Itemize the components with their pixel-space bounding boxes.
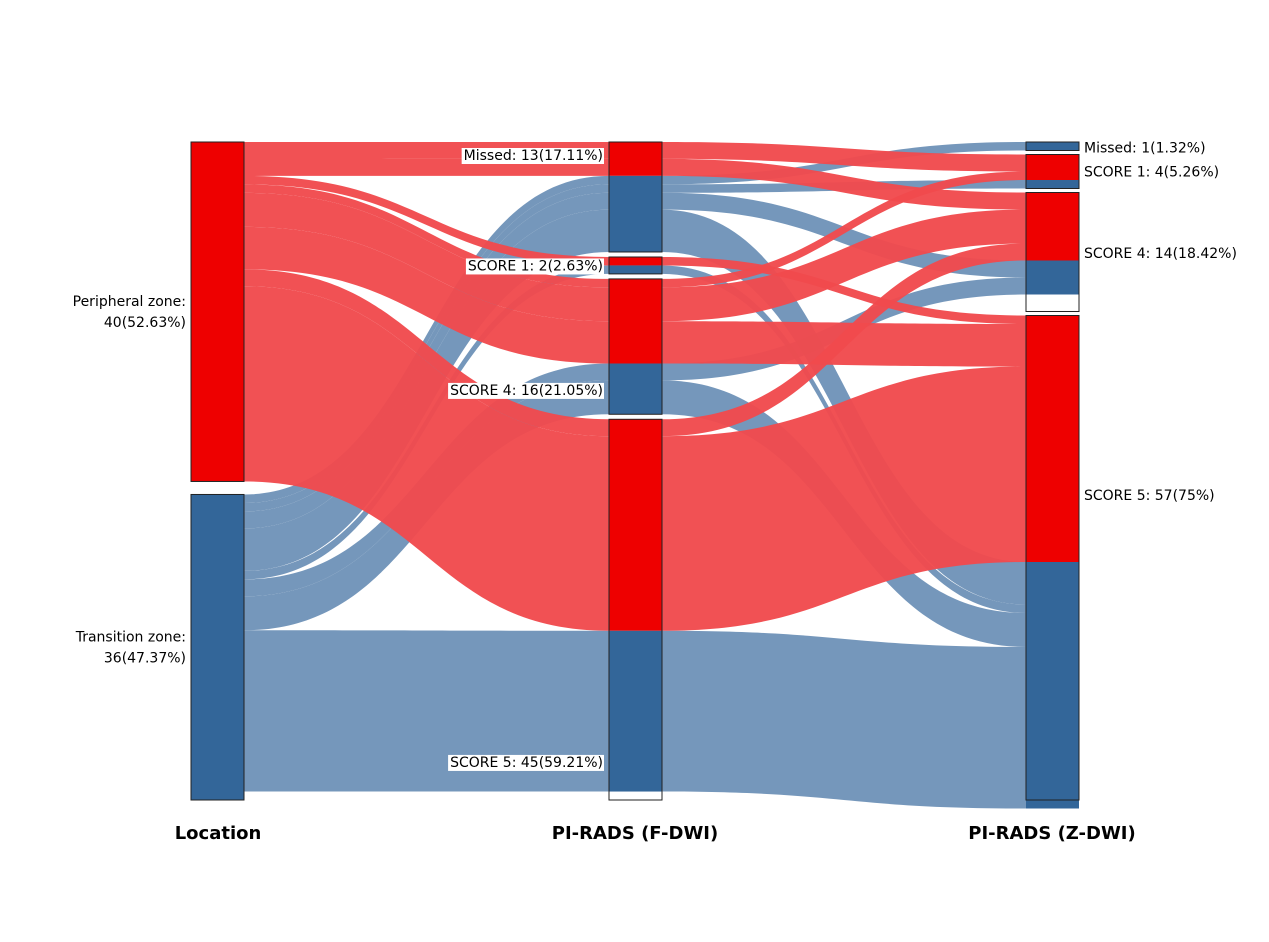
node-label-line: SCORE 4: 14(18.42%) xyxy=(1084,246,1237,262)
flow-f-5-to-z-5-pz xyxy=(662,366,1026,631)
flow-pz-to-f-5-z-5 xyxy=(244,286,609,631)
node-label-z-m: Missed: 1(1.32%) xyxy=(1084,140,1206,156)
node-label-pz: Peripheral zone: 40(52.63%) xyxy=(73,294,186,331)
node-f-m xyxy=(608,141,663,253)
node-border-z-5 xyxy=(1025,315,1080,801)
node-label-f-5: SCORE 5: 45(59.21%) xyxy=(450,755,603,771)
node-label-line: 36(47.37%) xyxy=(104,651,186,667)
node-part-pz-f-5 xyxy=(609,419,662,631)
node-z-1 xyxy=(1025,154,1080,189)
node-label-line: SCORE 5: 57(75%) xyxy=(1084,488,1215,504)
nodes-layer xyxy=(190,141,1080,809)
flow-f-4-to-z-1-pz xyxy=(662,171,1026,288)
flow-f-m-to-z-4-pz xyxy=(662,158,1026,210)
flow-f-4-to-z-4-pz xyxy=(662,209,1026,322)
node-label-z-1: SCORE 1: 4(5.26%) xyxy=(1084,165,1219,181)
node-border-z-m xyxy=(1025,141,1080,151)
flow-pz-to-f-4-z-4 xyxy=(244,192,609,322)
node-z-5 xyxy=(1025,315,1080,809)
flow-f-5-to-z-4-pz xyxy=(662,243,1026,437)
flow-f-m-to-z-4-tz xyxy=(662,192,1026,278)
node-part-tz-z-5 xyxy=(1026,562,1079,809)
node-part-tz-z-m xyxy=(1026,142,1079,151)
flow-tz-to-f-5-z-5 xyxy=(244,630,609,792)
node-part-tz-f-4 xyxy=(609,363,662,415)
node-label-z-5: SCORE 5: 57(75%) xyxy=(1084,488,1215,504)
column-label-pi-rads-f-dwi: PI-RADS (F-DWI) xyxy=(552,823,718,844)
node-label-f-m: Missed: 13(17.11%) xyxy=(464,148,603,164)
node-label-bg-f-4 xyxy=(448,382,604,399)
node-part-tz-f-1 xyxy=(609,265,662,274)
node-f-5 xyxy=(608,418,663,801)
node-label-tz: Transition zone: 36(47.37%) xyxy=(75,630,186,667)
node-part-tz-z-1 xyxy=(1026,180,1079,189)
node-border-z-1 xyxy=(1025,154,1080,189)
flow-pz-to-f-1-z-5 xyxy=(244,175,609,266)
node-border-z-4 xyxy=(1025,192,1080,312)
node-label-line: Missed: 1(1.32%) xyxy=(1084,140,1206,156)
node-label-f-1: SCORE 1: 2(2.63%) xyxy=(468,258,603,274)
node-label-line: Transition zone: xyxy=(75,630,186,646)
flow-f-m-to-z-1-pz xyxy=(662,142,1026,172)
flow-pz-to-f-5-z-4 xyxy=(244,269,609,437)
node-label-line: SCORE 1: 4(5.26%) xyxy=(1084,165,1219,181)
node-z-m xyxy=(1025,141,1080,151)
node-label-bg-f-1 xyxy=(465,258,604,275)
flow-f-5-to-z-5-tz xyxy=(662,630,1026,809)
node-label-bg-f-5 xyxy=(448,754,604,771)
node-part-pz-z-5 xyxy=(1026,315,1079,562)
node-border-f-5 xyxy=(608,418,663,801)
node-label-line: Missed: 13(17.11%) xyxy=(464,148,603,164)
node-label-line: Peripheral zone: xyxy=(73,294,186,310)
node-part-pz-z-1 xyxy=(1026,154,1079,180)
node-label-line: SCORE 1: 2(2.63%) xyxy=(468,258,603,274)
node-bar-tz xyxy=(190,493,245,801)
node-f-4 xyxy=(608,278,663,415)
column-label-location: Location xyxy=(175,823,262,844)
column-label-pi-rads-z-dwi: PI-RADS (Z-DWI) xyxy=(968,823,1135,844)
flow-f-1-to-z-5-pz xyxy=(662,256,1026,324)
flow-pz-to-f-4-z-5 xyxy=(244,226,609,364)
node-part-pz-f-1 xyxy=(609,256,662,266)
labels-layer: Peripheral zone: 40(52.63%) Transition zon… xyxy=(73,140,1237,771)
node-border-f-1 xyxy=(608,256,663,275)
flows-layer xyxy=(244,142,1026,809)
node-part-pz-f-4 xyxy=(609,278,662,364)
node-z-4 xyxy=(1025,192,1080,312)
node-label-line: 40(52.63%) xyxy=(104,315,186,331)
node-border-f-m xyxy=(608,141,663,253)
node-label-bg-f-m xyxy=(461,148,604,164)
node-part-tz-z-4 xyxy=(1026,260,1079,295)
node-bar-pz xyxy=(190,141,245,482)
node-pz xyxy=(190,141,245,482)
node-part-tz-f-m xyxy=(609,175,662,252)
axis-labels: Location PI-RADS (F-DWI) PI-RADS (Z-DWI) xyxy=(175,823,1136,844)
node-border-f-4 xyxy=(608,278,663,415)
node-f-1 xyxy=(608,256,663,275)
node-part-tz-f-5 xyxy=(609,630,662,792)
node-label-f-4: SCORE 4: 16(21.05%) xyxy=(450,383,603,399)
node-label-line: SCORE 4: 16(21.05%) xyxy=(450,383,603,399)
node-label-z-4: SCORE 4: 14(18.42%) xyxy=(1084,246,1237,262)
node-label-line: SCORE 5: 45(59.21%) xyxy=(450,755,603,771)
flow-pz-to-f-4-z-1 xyxy=(244,184,609,288)
node-tz xyxy=(190,493,245,801)
flow-tz-to-f-m-z-m xyxy=(244,175,609,503)
node-part-pz-f-m xyxy=(609,142,662,176)
node-part-pz-z-4 xyxy=(1026,192,1079,261)
